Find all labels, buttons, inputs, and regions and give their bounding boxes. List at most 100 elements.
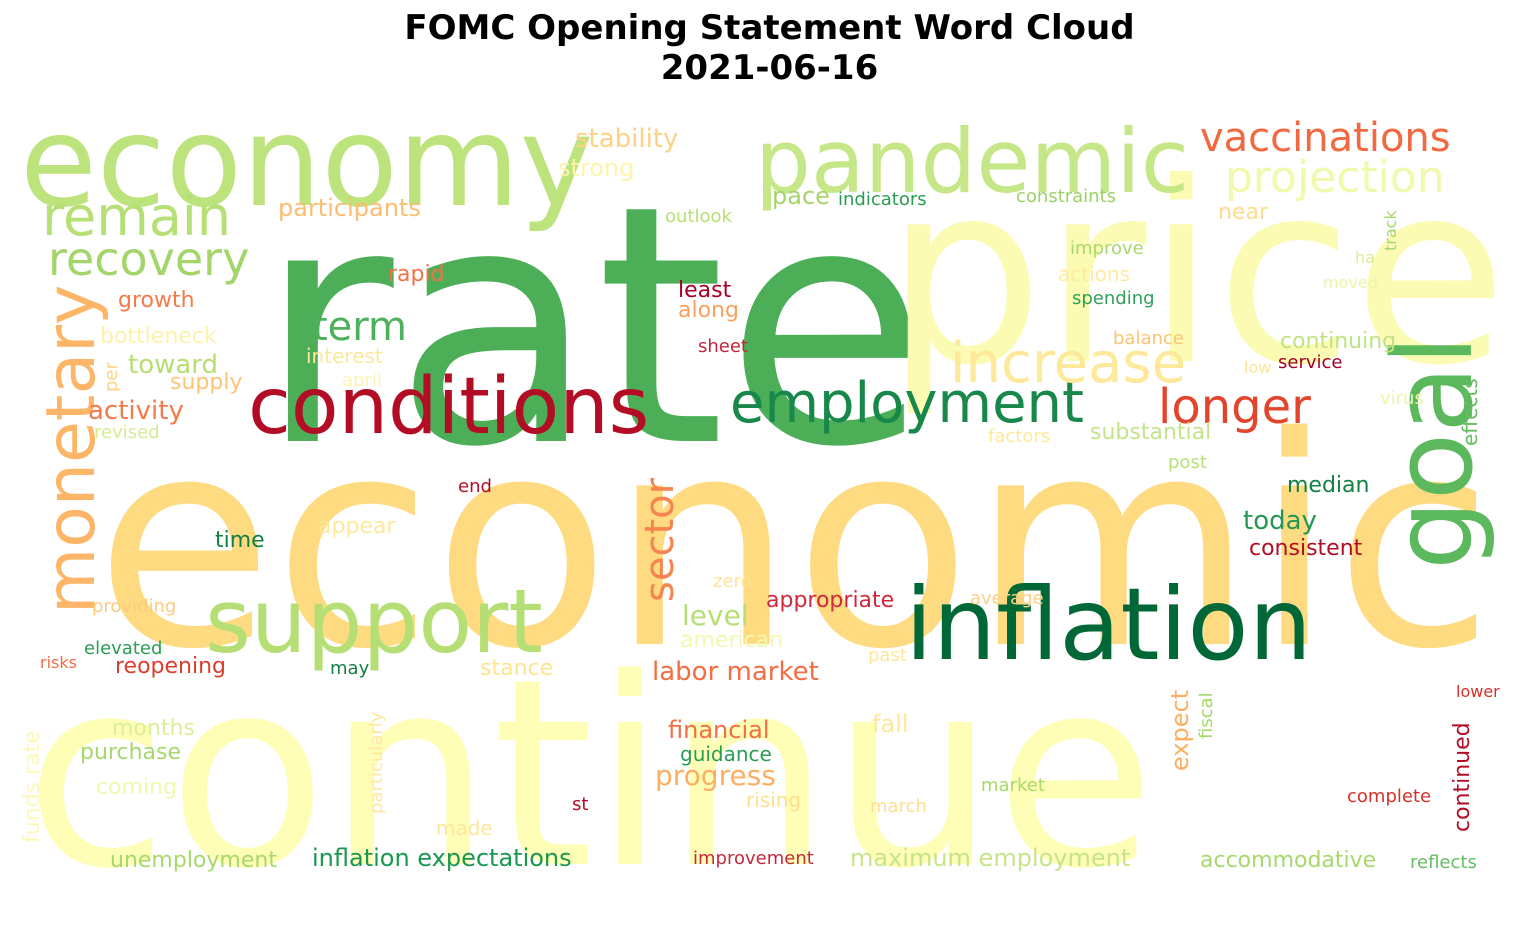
word-zero: zero <box>713 571 752 592</box>
word-monetary: monetary <box>32 284 111 614</box>
word-goal: goal <box>1369 334 1497 570</box>
word-rate: rate <box>258 135 929 519</box>
word-outlook: outlook <box>665 206 732 227</box>
word-balance: balance <box>1113 328 1184 349</box>
word-economy: economy <box>20 90 594 235</box>
word-expect: expect <box>1166 689 1194 771</box>
word-median: median <box>1287 473 1370 498</box>
word-financial: financial <box>668 716 770 744</box>
word-progress: progress <box>655 759 776 792</box>
word-support: support <box>205 570 543 673</box>
word-complete: complete <box>1347 786 1432 807</box>
word-along: along <box>678 298 739 323</box>
word-service: service <box>1278 352 1343 373</box>
word-improve: improve <box>1070 238 1144 259</box>
word-inflation: inflation <box>905 566 1312 683</box>
word-toward: toward <box>128 350 219 380</box>
word-fiscal: fiscal <box>1196 692 1217 739</box>
word-activity: activity <box>88 396 184 426</box>
word-march: march <box>870 796 927 817</box>
word-sector: sector <box>637 477 683 602</box>
word-factors: factors <box>988 426 1051 447</box>
word-guidance: guidance <box>680 742 772 766</box>
word-ha: ha <box>1355 248 1375 267</box>
word-reopening: reopening <box>115 654 227 679</box>
word-continuing: continuing <box>1280 329 1397 354</box>
word-continue: continue <box>25 624 1156 926</box>
word-increase: increase <box>950 331 1187 396</box>
word-purchase: purchase <box>80 740 181 765</box>
word-effects: effects <box>1458 378 1482 446</box>
word-labor-market: labor market <box>652 657 819 687</box>
word-constraints: constraints <box>1016 186 1117 207</box>
word-particularly: particularly <box>366 711 387 814</box>
word-rising: rising <box>746 788 802 812</box>
word-today: today <box>1243 506 1317 536</box>
word-post: post <box>1168 452 1207 473</box>
word-actions: actions <box>1058 262 1130 286</box>
word-rapid: rapid <box>388 262 445 287</box>
word-time: time <box>215 528 265 553</box>
word-april: april <box>342 370 382 391</box>
word-reflects: reflects <box>1410 852 1477 873</box>
word-price: price <box>885 129 1508 420</box>
word-substantial: substantial <box>1090 420 1212 445</box>
word-unemployment: unemployment <box>110 848 277 873</box>
word-st: st <box>572 794 589 815</box>
word-consistent: consistent <box>1249 536 1363 561</box>
word-american: american <box>680 628 784 653</box>
word-may: may <box>330 658 370 679</box>
word-moved: moved <box>1323 273 1378 292</box>
word-near: near <box>1218 200 1269 225</box>
word-indicators: indicators <box>838 189 927 210</box>
word-fall: fall <box>872 710 909 738</box>
word-lower: lower <box>1456 682 1500 701</box>
word-appropriate: appropriate <box>766 588 895 613</box>
word-cloud: rate economic continue price economy pandemic… <box>0 90 1539 905</box>
word-maximum-employment: maximum employment <box>850 844 1131 872</box>
word-remain: remain <box>42 185 232 248</box>
word-made: made <box>436 816 493 840</box>
word-interest: interest <box>306 344 383 368</box>
word-strong: strong <box>558 154 635 182</box>
word-past: past <box>868 645 907 666</box>
word-appear: appear <box>318 514 396 539</box>
word-pace: pace <box>772 182 830 210</box>
word-participants: participants <box>278 194 421 222</box>
word-economic: economic <box>95 376 1495 713</box>
word-term: term <box>312 304 407 350</box>
word-projection: projection <box>1225 152 1445 203</box>
word-improvement: improvement <box>693 848 814 869</box>
word-continued: continued <box>1450 722 1475 832</box>
word-average: average <box>970 588 1044 609</box>
word-end: end <box>458 476 492 497</box>
word-providing: providing <box>92 596 177 617</box>
word-coming: coming <box>96 775 178 800</box>
word-level: level <box>682 599 749 632</box>
title-date: 2021-06-16 <box>660 48 879 88</box>
word-accommodative: accommodative <box>1200 848 1377 873</box>
word-pandemic: pandemic <box>755 110 1190 213</box>
word-low: low <box>1244 358 1272 377</box>
word-sheet: sheet <box>698 336 748 357</box>
word-supply: supply <box>170 370 243 395</box>
word-risks: risks <box>40 653 77 672</box>
word-track: track <box>1381 210 1400 251</box>
word-market: market <box>981 775 1045 796</box>
word-stance: stance <box>480 656 554 681</box>
word-vaccinations: vaccinations <box>1200 115 1451 161</box>
word-employment: employment <box>730 371 1084 436</box>
word-inflation-expectations: inflation expectations <box>312 844 572 872</box>
word-stability: stability <box>575 124 679 154</box>
word-per: per <box>101 362 122 392</box>
chart-title: FOMC Opening Statement Word Cloud 2021-0… <box>0 8 1539 88</box>
word-months: months <box>112 716 195 741</box>
word-elevated: elevated <box>84 638 163 659</box>
word-spending: spending <box>1072 288 1155 309</box>
word-revised: revised <box>94 422 160 443</box>
word-funds-rate: funds rate <box>20 730 45 843</box>
word-least: least <box>678 278 732 303</box>
title-text: FOMC Opening Statement Word Cloud <box>404 8 1135 48</box>
word-conditions: conditions <box>248 362 650 452</box>
word-growth: growth <box>118 288 195 313</box>
